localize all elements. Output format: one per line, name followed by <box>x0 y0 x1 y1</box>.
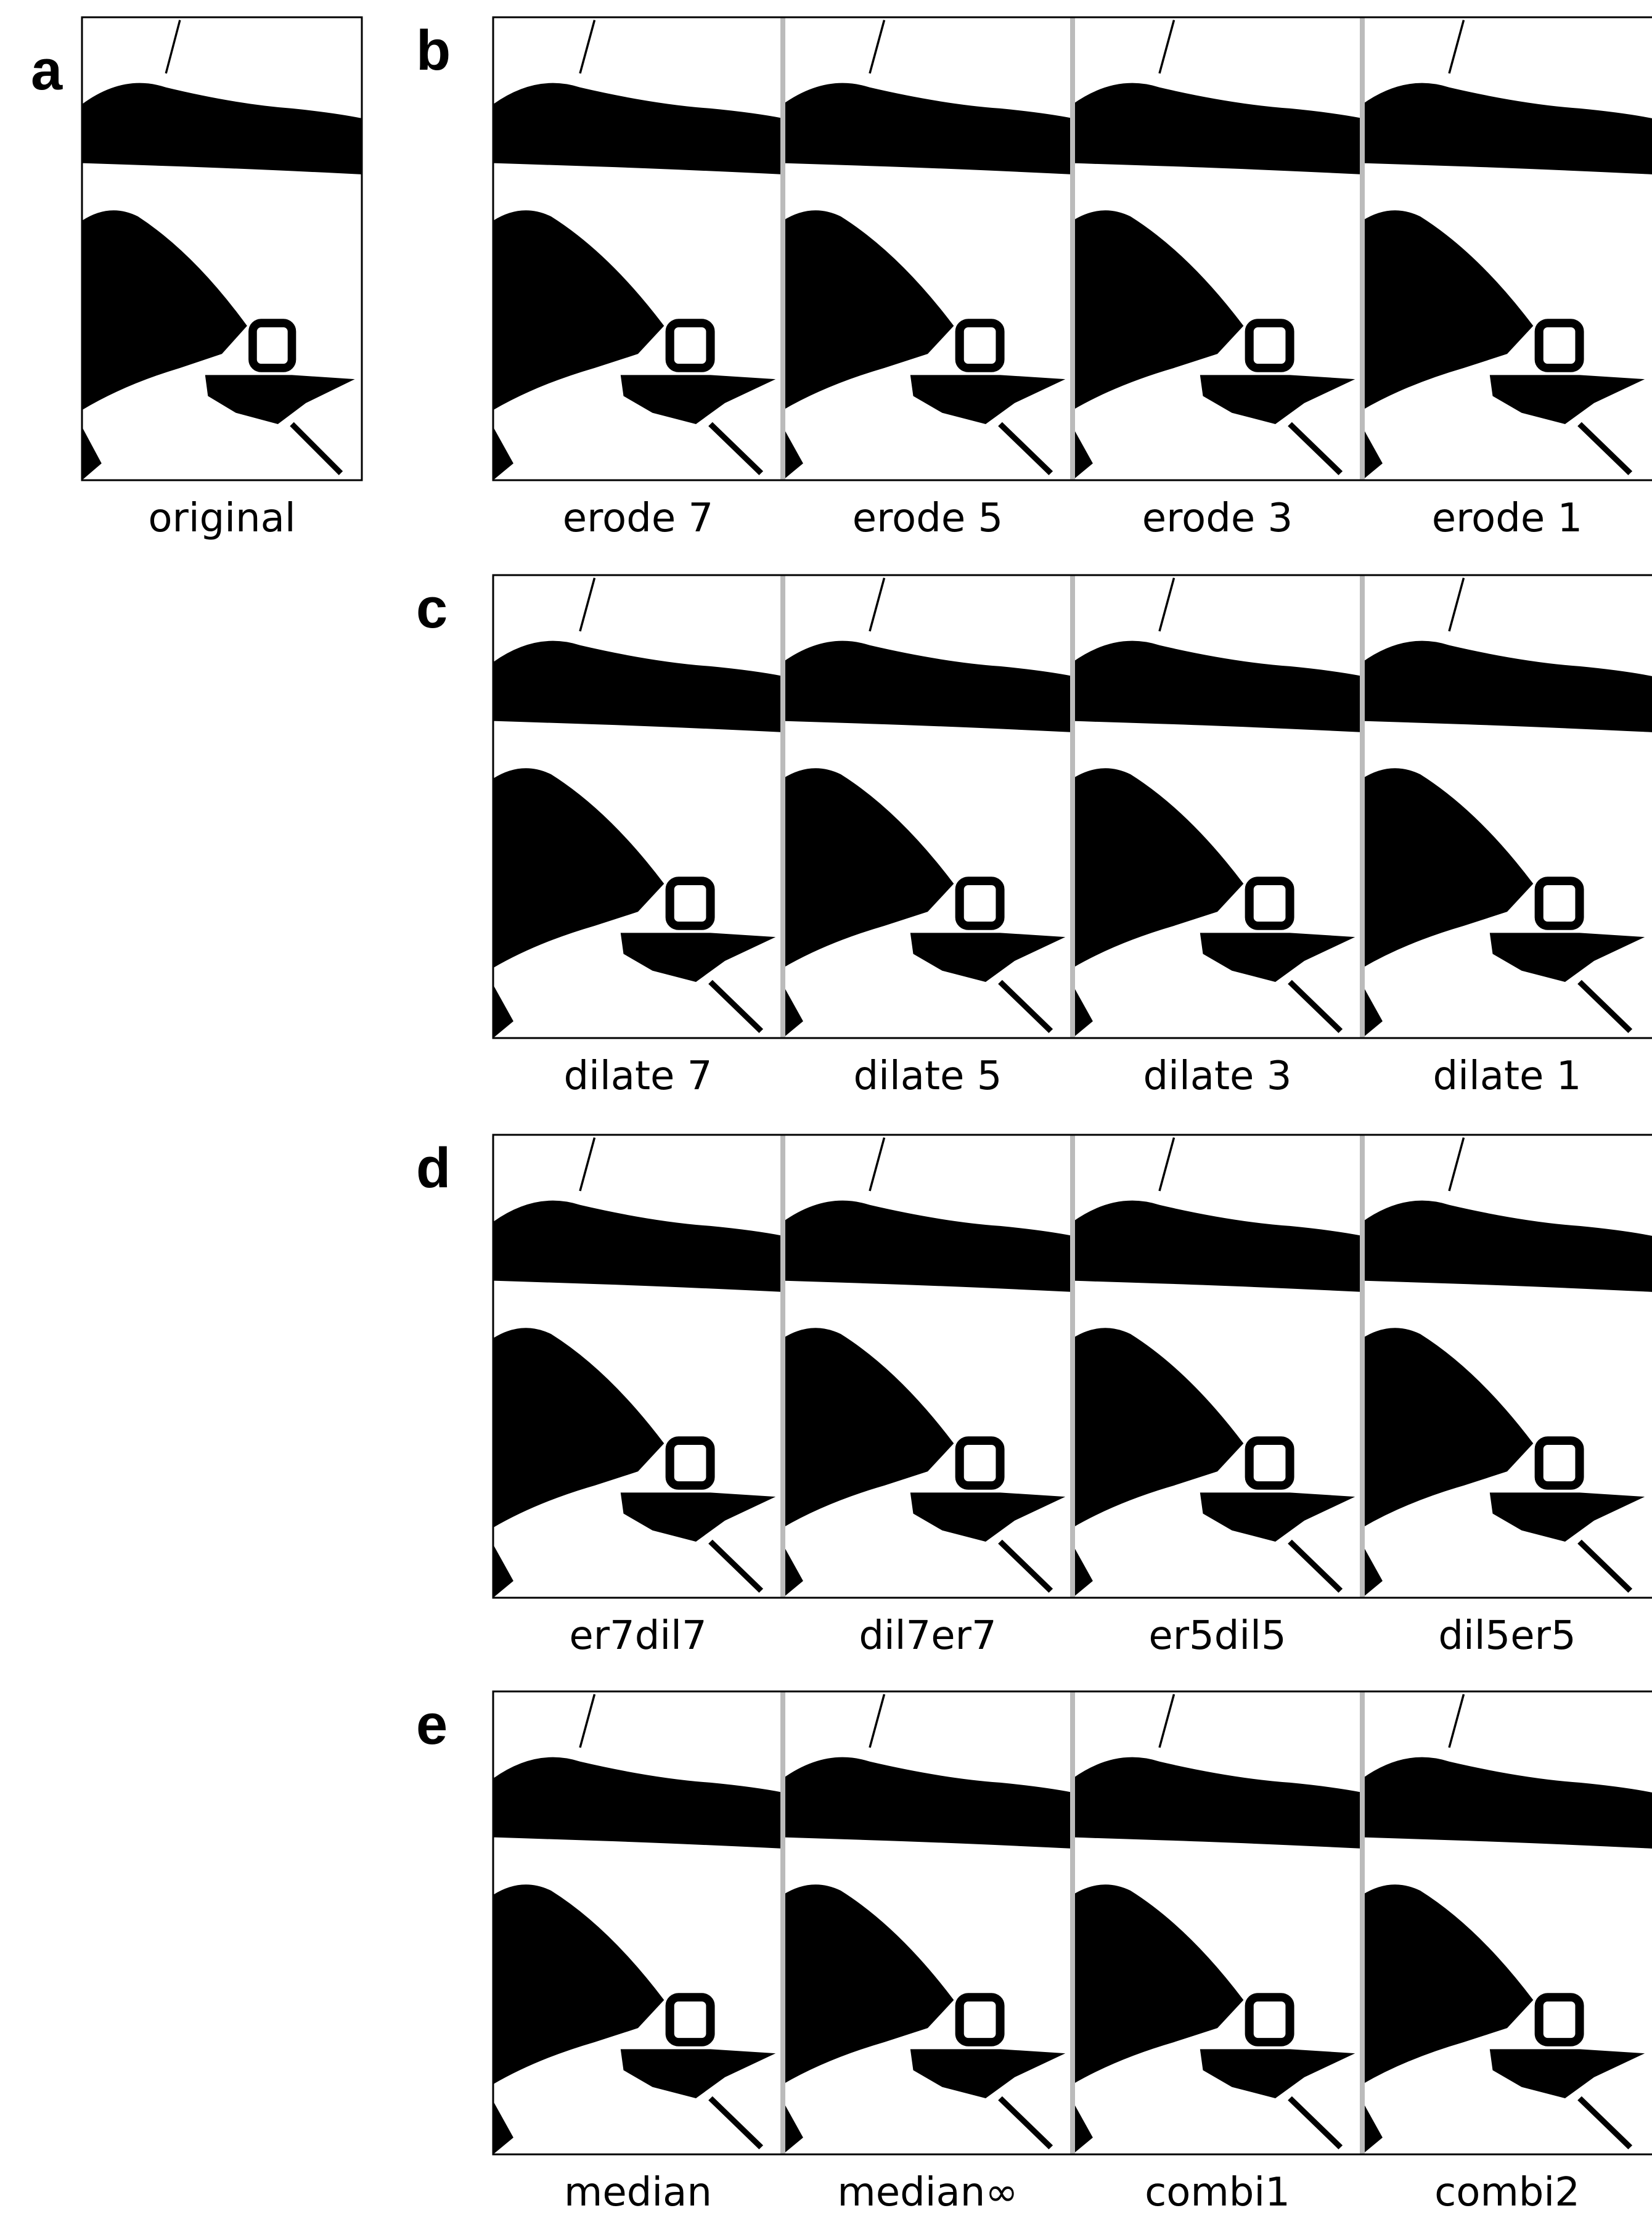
figure: a original b erode 7 erode 5 erode 3 erode 1 c d… <box>0 0 1652 2216</box>
caption: erode 1 <box>1432 496 1583 541</box>
image-panel <box>1362 1691 1652 2154</box>
caption: combi1 <box>1145 2170 1290 2215</box>
image-panel <box>1073 1135 1362 1598</box>
image-panel <box>493 575 783 1038</box>
caption: dil5er5 <box>1438 1613 1576 1659</box>
caption: median <box>564 2170 712 2215</box>
caption: dilate 3 <box>1143 1053 1292 1099</box>
image-panel <box>1073 1691 1362 2154</box>
image-panel <box>1362 1135 1652 1598</box>
caption: median∞ <box>837 2170 1018 2215</box>
image-panel <box>493 1691 783 2154</box>
panel-label: d <box>416 1137 451 1200</box>
panel-label: c <box>416 577 448 640</box>
image-panel <box>783 1135 1073 1598</box>
image-panel <box>493 1135 783 1598</box>
caption: combi2 <box>1434 2170 1580 2215</box>
panel-label: b <box>416 19 451 82</box>
caption: erode 7 <box>563 496 714 541</box>
caption: er7dil7 <box>569 1613 706 1659</box>
caption: erode 5 <box>853 496 1004 541</box>
image-panel <box>1073 17 1362 480</box>
image-panel <box>783 17 1073 480</box>
caption: dil7er7 <box>859 1613 996 1659</box>
image-panel <box>82 17 362 480</box>
panel-label: a <box>31 39 63 102</box>
caption: dilate 1 <box>1433 1053 1582 1099</box>
caption: original <box>148 496 295 541</box>
caption: dilate 7 <box>564 1053 713 1099</box>
image-panel <box>1362 17 1652 480</box>
image-panel <box>783 1691 1073 2154</box>
caption: erode 3 <box>1142 496 1293 541</box>
page: a original b erode 7 erode 5 erode 3 erode 1 c d… <box>0 0 1652 2216</box>
image-panel <box>493 17 783 480</box>
image-panel <box>783 575 1073 1038</box>
caption: dilate 5 <box>854 1053 1002 1099</box>
panel-label: e <box>416 1693 448 1756</box>
image-panel <box>1362 575 1652 1038</box>
caption: er5dil5 <box>1148 1613 1286 1659</box>
image-panel <box>1073 575 1362 1038</box>
